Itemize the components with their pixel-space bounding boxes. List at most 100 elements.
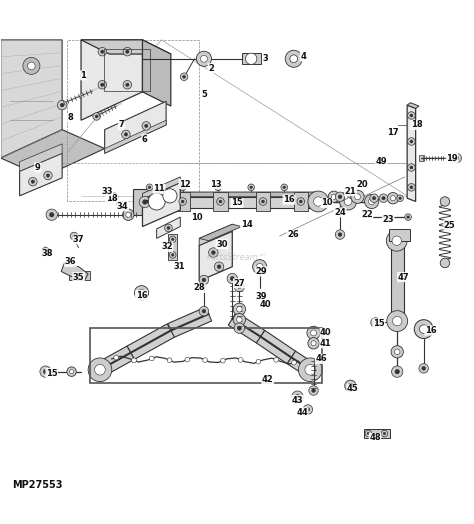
Polygon shape [199,224,232,245]
Circle shape [211,250,215,255]
Polygon shape [389,229,410,241]
Text: PartsStream™: PartsStream™ [207,253,267,262]
Circle shape [351,190,364,203]
Circle shape [233,303,246,315]
Circle shape [392,366,403,377]
Bar [364,429,390,438]
Circle shape [307,326,320,340]
Text: 33: 33 [101,187,113,195]
Circle shape [310,330,317,336]
Circle shape [335,192,345,202]
Text: 15: 15 [373,319,385,328]
Polygon shape [19,144,62,171]
Polygon shape [42,247,50,256]
Circle shape [395,369,400,374]
Circle shape [142,122,151,130]
Text: 42: 42 [262,375,273,384]
Text: 16: 16 [283,195,295,204]
Circle shape [123,209,134,221]
Circle shape [328,191,339,202]
Circle shape [230,277,234,281]
Circle shape [179,184,186,191]
Circle shape [234,281,245,292]
Circle shape [237,285,241,289]
Polygon shape [81,40,143,120]
Circle shape [138,289,145,296]
Polygon shape [407,103,419,108]
Circle shape [163,189,177,203]
Circle shape [387,192,399,204]
Circle shape [27,62,35,70]
Circle shape [215,184,221,191]
Bar [391,241,404,323]
Circle shape [387,311,408,332]
Text: 41: 41 [320,339,332,348]
Circle shape [49,212,54,217]
Circle shape [368,198,375,205]
Bar [104,49,150,91]
Circle shape [274,357,279,362]
Circle shape [182,186,184,189]
Circle shape [139,196,151,208]
Bar [419,155,424,161]
Polygon shape [294,192,308,211]
Polygon shape [143,182,180,226]
Circle shape [344,198,352,205]
Circle shape [250,186,253,189]
Circle shape [217,198,224,205]
Circle shape [410,114,413,117]
Circle shape [214,262,224,271]
Circle shape [95,115,98,118]
Circle shape [199,275,209,285]
Text: 25: 25 [444,221,456,230]
Circle shape [391,346,403,358]
Circle shape [209,248,218,257]
Circle shape [167,226,170,230]
Polygon shape [105,101,166,154]
Text: 28: 28 [193,283,205,292]
Circle shape [149,356,154,361]
Text: 49: 49 [375,157,387,166]
Circle shape [182,75,186,78]
Circle shape [419,325,428,333]
Text: 23: 23 [383,215,394,224]
Text: 36: 36 [65,257,76,267]
Circle shape [93,113,100,120]
Text: 20: 20 [356,180,368,189]
Circle shape [122,130,130,139]
Circle shape [256,264,263,270]
Circle shape [237,317,242,322]
Circle shape [220,358,225,363]
Text: 35: 35 [73,272,84,281]
Text: 24: 24 [334,208,346,217]
Polygon shape [140,192,155,211]
Circle shape [338,233,342,236]
Circle shape [408,112,415,119]
Circle shape [164,224,172,232]
Text: 22: 22 [361,210,373,219]
Circle shape [123,48,132,56]
Circle shape [397,195,403,202]
Text: 18: 18 [411,121,422,129]
Circle shape [70,369,74,374]
Polygon shape [143,40,171,106]
Polygon shape [287,351,314,376]
Text: 48: 48 [369,433,381,442]
Text: 1: 1 [81,71,86,80]
Polygon shape [133,192,318,197]
Circle shape [199,307,209,316]
Circle shape [143,200,147,204]
Text: 9: 9 [35,163,40,172]
Circle shape [312,389,316,392]
Circle shape [23,57,40,74]
Circle shape [309,386,318,395]
Text: 18: 18 [106,194,118,203]
Circle shape [335,230,345,239]
Circle shape [169,252,176,258]
Circle shape [202,309,206,313]
Circle shape [410,140,413,143]
Circle shape [28,178,37,186]
Circle shape [248,184,255,191]
Circle shape [44,171,52,180]
Circle shape [196,51,211,67]
